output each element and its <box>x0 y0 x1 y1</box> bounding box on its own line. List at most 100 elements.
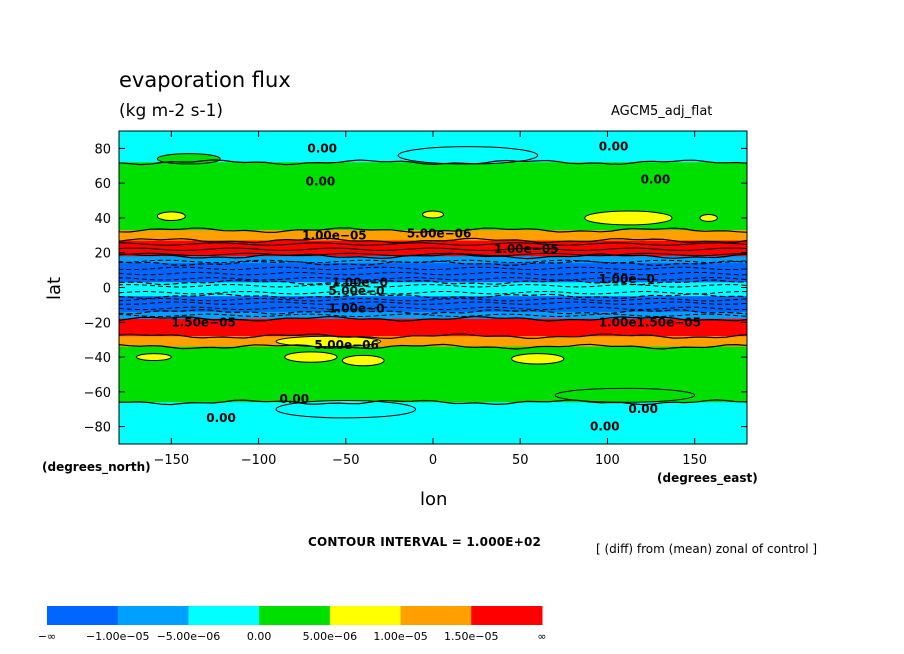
legend-label-3: 0.00 <box>247 630 272 643</box>
plot-content: 0.00 0.000.00 0.001.00e−05 5.00e−061.00e−05… <box>119 131 747 444</box>
legend-label-1: −1.00e−05 <box>86 630 150 643</box>
contour-interval: CONTOUR INTERVAL = 1.000E+02 <box>308 535 542 549</box>
tropical-contour-11 <box>119 247 747 251</box>
color-legend: −∞ −1.00e−05 −5.00e−06 0.00 5.00e−06 1.00e−05… <box>38 606 547 643</box>
legend-swatch-4 <box>329 606 402 625</box>
anomaly-blob-7 <box>341 354 385 367</box>
axes: −150 −100 −50 0 50 100 150 80 60 40 20 0 −20 −40 −60 −8… <box>84 130 748 468</box>
lat-band-2 <box>119 230 747 242</box>
y-tick-label-2: 40 <box>94 212 111 227</box>
legend-label-0: −∞ <box>38 630 56 643</box>
lat-band-6 <box>119 282 747 297</box>
chart-subtitle: (kg m-2 s-1) <box>119 101 224 121</box>
y-tick-label-3: 20 <box>94 247 111 262</box>
contour-label-17: 0.00 <box>590 420 620 434</box>
x-tick-label-3: 0 <box>429 453 437 468</box>
legend-label-6: 1.50e−05 <box>444 630 498 643</box>
anomaly-blob-2 <box>156 211 186 222</box>
contour-label-4: 1.00e−05 <box>302 228 367 242</box>
contour-line-8 <box>119 308 747 315</box>
anomaly-blob-6 <box>284 351 338 363</box>
chart-title: evaporation flux <box>119 68 291 92</box>
contour-label-6: 1.00e−05 <box>494 242 559 256</box>
x-tick-label-1: −100 <box>241 453 277 468</box>
contour-label-7: 1.00e−0 <box>599 272 655 286</box>
y-axis-unit: (degrees_north) <box>42 460 151 474</box>
contour-label-8: 1.00e−0 <box>332 275 388 289</box>
contour-label-15: 0.00 <box>206 411 236 425</box>
legend-swatch-0 <box>47 606 119 625</box>
y-tick-label-8: −80 <box>84 421 111 436</box>
contour-line-11 <box>119 343 747 350</box>
lat-band-9 <box>119 318 747 337</box>
y-tick-label-7: −60 <box>84 386 111 401</box>
x-tick-label-4: 50 <box>512 453 529 468</box>
legend-label-2: −5.00e−06 <box>157 630 221 643</box>
lat-band-12 <box>119 402 747 444</box>
legend-label-4: 5.00e−06 <box>303 630 357 643</box>
lat-band-4 <box>119 256 747 264</box>
anomaly-blob-10 <box>275 335 382 348</box>
model-label: AGCM5_adj_flat <box>611 104 713 119</box>
anomaly-blob-12 <box>554 387 696 403</box>
contour-line-9 <box>119 315 747 322</box>
lat-band-5 <box>119 263 747 283</box>
contour-label-13: 5.00e−06 <box>314 338 379 352</box>
y-tick-label-4: 0 <box>103 282 111 297</box>
x-axis-label: lon <box>420 489 448 510</box>
tropical-contour-0 <box>119 313 747 318</box>
tropical-contour-1 <box>119 306 747 311</box>
anomaly-blob-8 <box>511 353 565 365</box>
anomaly-blob-11 <box>275 400 417 419</box>
contour-label-11: 1.50e−05 <box>171 315 236 329</box>
tropical-contour-8 <box>119 266 747 271</box>
legend-label-7: ∞ <box>537 630 546 643</box>
tropical-contour-4 <box>119 290 747 295</box>
y-tick-label-6: −40 <box>84 351 111 366</box>
contour-label-5: 5.00e−06 <box>407 227 472 241</box>
contour-line-10 <box>119 333 747 340</box>
contour-label-12: 1.00e1.50e−05 <box>599 315 701 329</box>
x-tick-label-5: 100 <box>595 453 620 468</box>
contour-label-3: 0.00 <box>641 173 671 187</box>
x-tick-label-6: 150 <box>682 453 707 468</box>
diff-note: [ (diff) from (mean) zonal of control ] <box>596 542 818 556</box>
anomaly-blob-9 <box>135 353 172 362</box>
tropical-contour-12 <box>119 242 747 246</box>
legend-swatch-1 <box>117 606 189 625</box>
y-tick-label-0: 80 <box>94 142 111 157</box>
y-tick-label-5: −20 <box>84 316 111 331</box>
contour-line-1 <box>119 159 747 166</box>
anomaly-blob-4 <box>584 210 673 226</box>
contour-label-14: 0.00 <box>279 392 309 406</box>
tropical-contour-6 <box>119 277 747 281</box>
legend-swatch-5 <box>400 606 472 625</box>
contour-line-4 <box>119 253 747 260</box>
contour-line-3 <box>119 237 747 244</box>
x-tick-label-0: −150 <box>153 453 189 468</box>
x-axis-unit: (degrees_east) <box>657 471 758 485</box>
contour-label-1: 0.00 <box>599 140 629 154</box>
x-tick-label-2: −50 <box>332 453 359 468</box>
tropical-contour-9 <box>119 259 747 264</box>
legend-label-5: 1.00e−05 <box>373 630 427 643</box>
legend-swatch-3 <box>259 606 331 625</box>
contour-label-0: 0.00 <box>307 141 337 155</box>
legend-swatch-6 <box>471 606 543 625</box>
y-tick-label-1: 60 <box>94 177 111 192</box>
contour-line-7 <box>119 293 747 300</box>
legend-swatch-2 <box>188 606 260 625</box>
plot-area: 0.00 0.000.00 0.001.00e−05 5.00e−061.00e−05… <box>119 131 747 444</box>
contour-line-2 <box>119 227 747 233</box>
tropical-contour-3 <box>119 297 747 302</box>
contour-label-16: 0.00 <box>628 402 658 416</box>
tropical-contour-2 <box>119 301 747 305</box>
lat-band-10 <box>119 336 747 348</box>
tropical-contour-5 <box>119 284 747 288</box>
contour-label-2: 0.00 <box>306 174 336 188</box>
contour-line-5 <box>119 260 747 267</box>
contour-line-12 <box>119 399 747 406</box>
tropical-contour-10 <box>119 252 747 257</box>
anomaly-blob-5 <box>699 213 718 222</box>
